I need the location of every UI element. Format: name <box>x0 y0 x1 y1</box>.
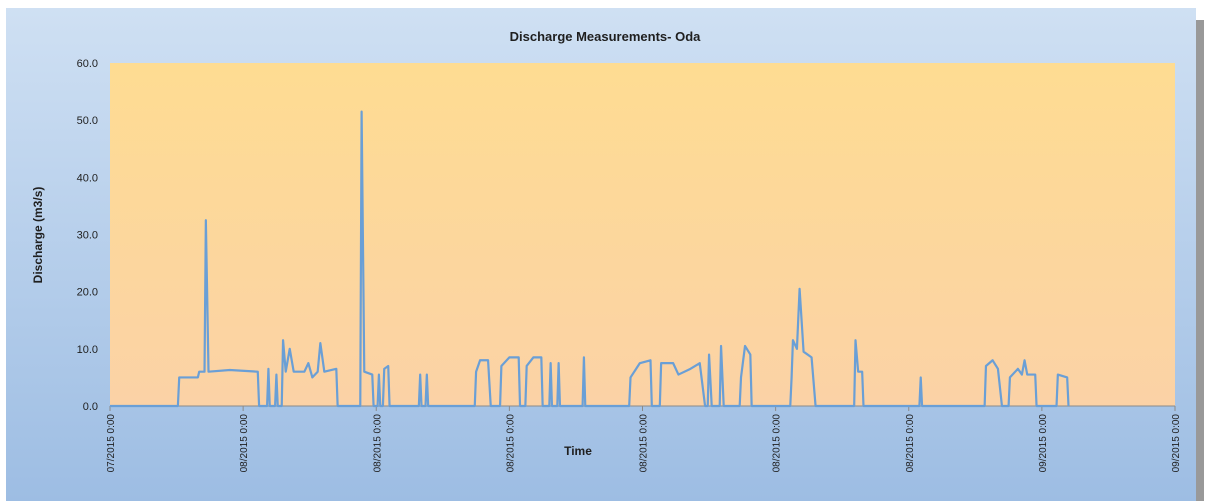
y-tick-label: 10.0 <box>77 344 98 356</box>
data-line <box>110 110 1070 408</box>
x-tick-label: 08/2015 0:00 <box>372 414 383 473</box>
x-tick-label: 08/2015 0:00 <box>505 414 516 473</box>
x-tick-label: 09/2015 0:00 <box>1038 414 1049 473</box>
x-tick-label: 08/2015 0:00 <box>905 414 916 473</box>
y-axis-title: Discharge (m3/s) <box>31 187 45 284</box>
plot-area <box>110 63 1175 406</box>
x-tick-label: 07/2015 0:00 <box>106 414 117 473</box>
x-tick-label: 09/2015 0:00 <box>1171 414 1182 473</box>
y-tick-label: 20.0 <box>77 287 98 299</box>
x-tick-label: 08/2015 0:00 <box>239 414 250 473</box>
chart-title: Discharge Measurements- Oda <box>510 29 702 44</box>
x-tick-label: 08/2015 0:00 <box>772 414 783 473</box>
chart-shadow <box>1196 20 1204 501</box>
x-axis-title: Time <box>564 444 592 458</box>
y-tick-label: 50.0 <box>77 115 98 127</box>
y-tick-label: 30.0 <box>77 230 98 242</box>
y-tick-label: 40.0 <box>77 172 98 184</box>
y-tick-label: 0.0 <box>83 401 98 413</box>
y-tick-label: 60.0 <box>77 58 98 70</box>
x-tick-label: 08/2015 0:00 <box>639 414 650 473</box>
